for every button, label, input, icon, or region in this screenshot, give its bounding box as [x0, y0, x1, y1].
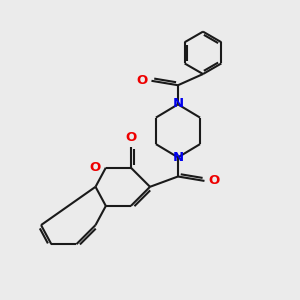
Text: O: O — [208, 174, 219, 188]
Text: O: O — [137, 74, 148, 87]
Text: O: O — [89, 161, 100, 174]
Text: O: O — [125, 130, 136, 143]
Text: N: N — [172, 97, 184, 110]
Text: N: N — [172, 152, 184, 164]
